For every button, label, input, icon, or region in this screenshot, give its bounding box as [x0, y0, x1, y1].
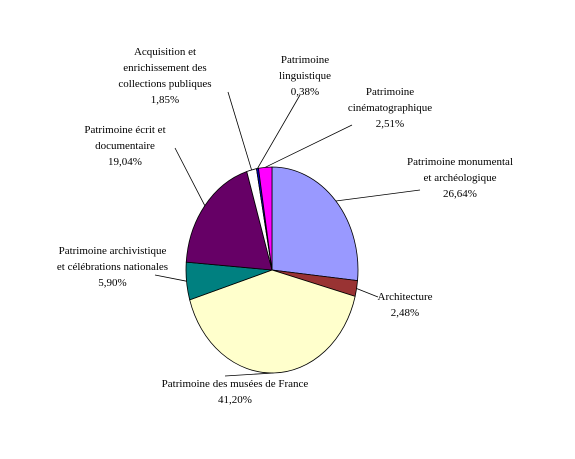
slice-label: Patrimoine archivistique et célébrations…	[56, 245, 169, 273]
leader-line	[257, 94, 301, 169]
leader-line	[154, 274, 187, 282]
pie-slice	[258, 166, 273, 271]
slice-value: 2,51%	[375, 118, 405, 130]
pie-slice	[271, 166, 359, 282]
leader-line	[227, 91, 252, 171]
slice-value: 19,04%	[108, 156, 142, 168]
slice-value: 0,38%	[290, 86, 320, 98]
slice-value: 1,85%	[150, 94, 180, 106]
pie-slice	[185, 171, 273, 271]
slice-label: Patrimoine monumental et archéologique	[406, 156, 513, 184]
slice-label: Patrimoine des musées de France	[161, 378, 309, 390]
slice-label: Architecture	[377, 291, 433, 303]
leader-line	[265, 124, 353, 168]
slice-value: 41,20%	[218, 394, 252, 406]
slice-value: 26,64%	[443, 188, 477, 200]
slice-label: Patrimoine écrit et documentaire	[84, 124, 166, 152]
leader-line	[224, 372, 274, 377]
leader-line	[335, 189, 421, 202]
leader-line	[356, 288, 379, 298]
slice-value: 5,90%	[98, 277, 127, 289]
slice-value: 2,48%	[390, 307, 420, 319]
slice-label: Patrimoine cinématographique	[347, 86, 433, 114]
slice-label: Acquisition et enrichissement des collec…	[118, 46, 212, 90]
slice-label: Patrimoine linguistique	[279, 54, 331, 82]
leader-line	[174, 147, 206, 206]
